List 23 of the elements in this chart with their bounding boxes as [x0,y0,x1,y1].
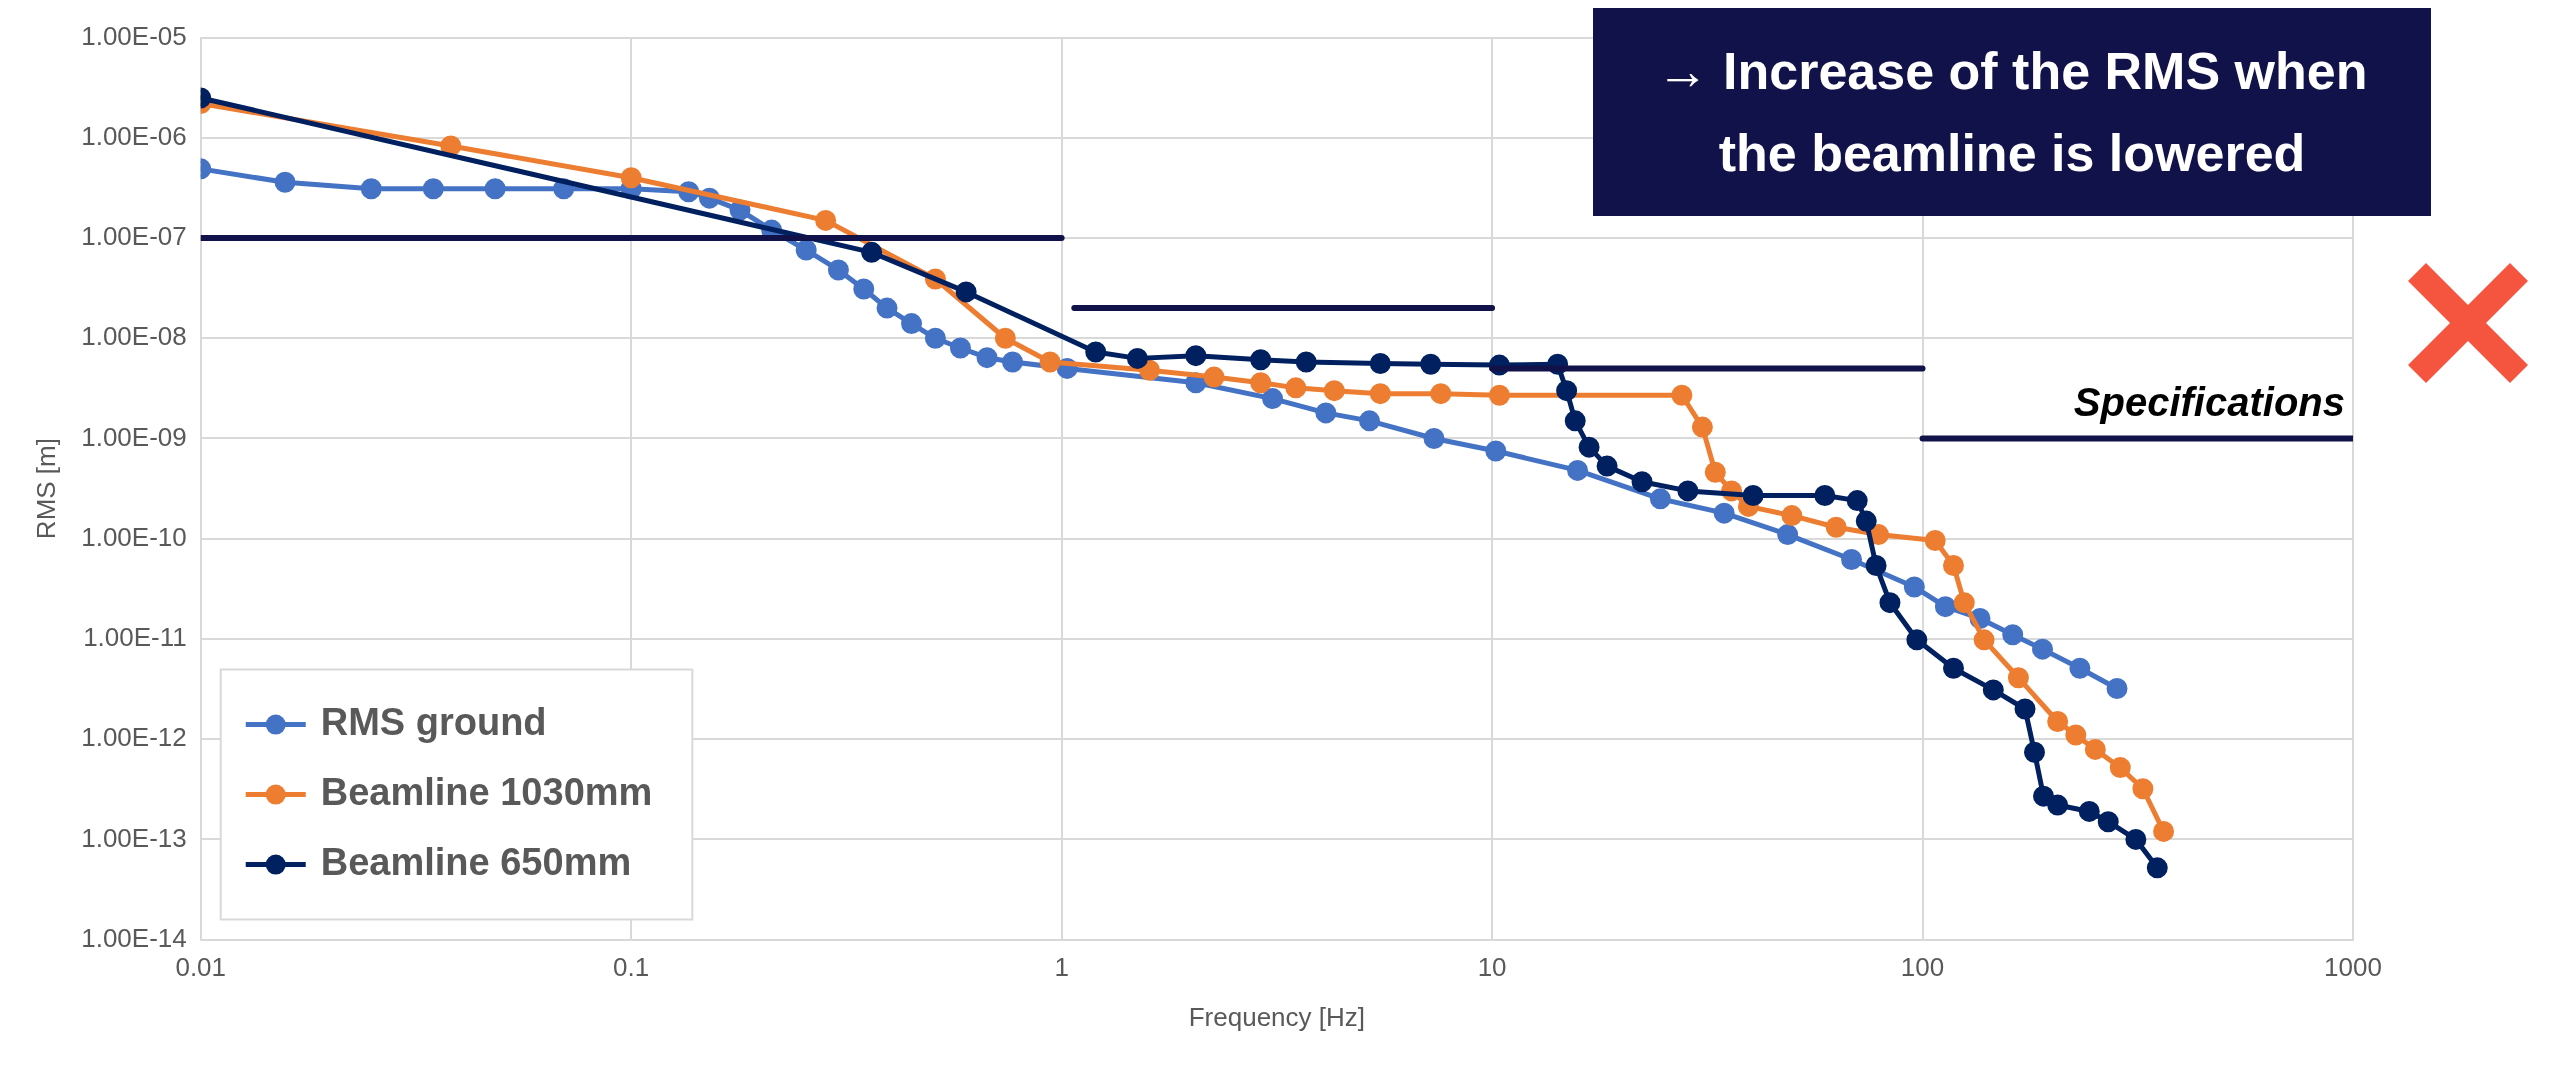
x-tick-label: 0.01 [175,952,227,983]
x-tick-label: 10 [1477,952,1507,983]
y-tick-label: 1.00E-10 [81,521,187,552]
y-tick-label: 1.00E-14 [81,922,187,953]
y-tick-label: 1.00E-06 [81,120,187,151]
x-tick-label: 1 [1054,952,1069,983]
y-axis-title: RMS [m] [30,438,61,540]
x-tick-label: 100 [1900,952,1945,983]
series-label: Specifications [2073,379,2345,424]
x-axis-title: Frequency [Hz] [1188,1001,1366,1032]
y-tick-label: 1.00E-11 [83,622,187,653]
y-tick-label: 1.00E-07 [81,221,187,252]
y-tick-label: 1.00E-05 [81,20,187,51]
legend-label: RMS ground [320,701,547,744]
y-tick-label: 1.00E-12 [81,722,187,753]
y-tick-label: 1.00E-13 [81,822,187,853]
legend-label: Beamline 1030mm [320,771,653,814]
y-tick-label: 1.00E-09 [81,421,187,452]
x-tick-label: 0.1 [613,952,650,983]
legend-label: Beamline 650mm [320,841,632,884]
x-tick-label: 1000 [2324,952,2382,983]
annotation: → Increase of the RMS when the beamline is lowered [1593,8,2431,216]
y-tick-label: 1.00E-08 [81,321,187,352]
